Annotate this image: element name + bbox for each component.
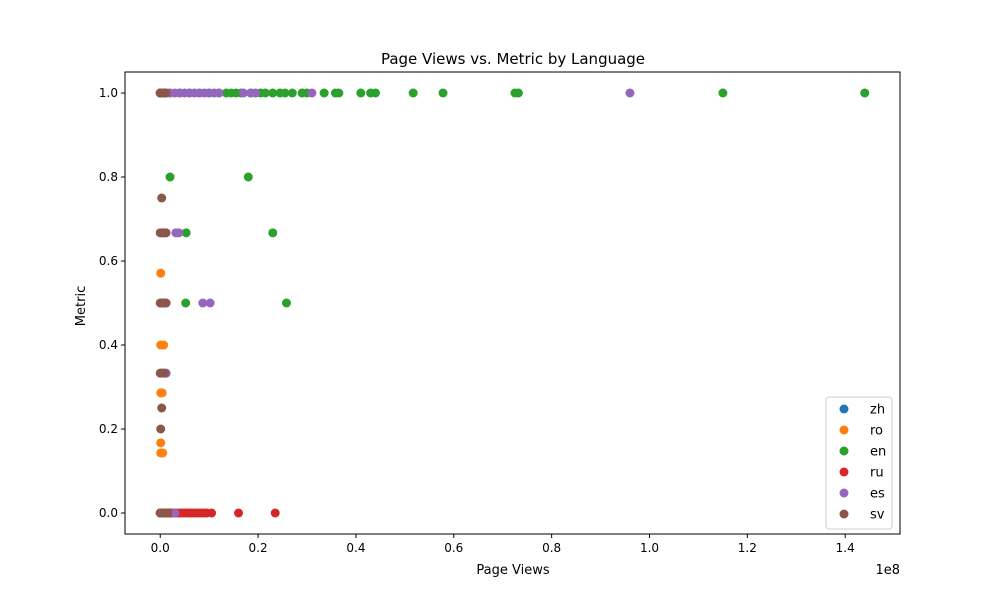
- point-es-0: [170, 508, 180, 518]
- legend-marker-zh: [839, 404, 849, 414]
- point-ru-20: [207, 508, 217, 518]
- point-es-23: [625, 88, 635, 98]
- legend-label-en: en: [870, 445, 886, 460]
- y-tick-label: 0.4: [99, 338, 118, 352]
- x-axis-offset-label: 1e8: [875, 563, 900, 578]
- point-es-3: [174, 228, 184, 238]
- legend-label-ru: ru: [870, 466, 884, 481]
- point-en-26: [280, 88, 290, 98]
- y-tick-label: 0.6: [99, 254, 118, 268]
- point-sv-12: [160, 368, 170, 378]
- point-en-32: [334, 88, 344, 98]
- point-en-23: [260, 88, 270, 98]
- point-en-39: [513, 88, 523, 98]
- point-sv-8: [157, 403, 167, 413]
- point-es-22: [307, 88, 317, 98]
- x-tick-label: 0.8: [542, 541, 561, 555]
- x-tick-label: 0.0: [151, 541, 170, 555]
- point-ro-4: [158, 448, 168, 458]
- point-es-21: [251, 88, 261, 98]
- x-axis-label: Page Views: [476, 563, 549, 578]
- y-tick-label: 0.2: [99, 422, 118, 436]
- legend-label-sv: sv: [870, 508, 885, 523]
- point-sv-6: [163, 508, 173, 518]
- legend-label-es: es: [870, 487, 885, 502]
- legend-marker-ro: [839, 425, 849, 435]
- legend-label-ro: ro: [870, 424, 883, 439]
- y-axis-label: Metric: [74, 286, 89, 326]
- x-tick-label: 1.2: [738, 541, 757, 555]
- point-en-30: [319, 88, 329, 98]
- point-es-5: [205, 298, 215, 308]
- point-en-27: [287, 88, 297, 98]
- point-ro-9: [159, 340, 169, 350]
- legend-marker-sv: [839, 509, 849, 519]
- legend-marker-es: [839, 488, 849, 498]
- y-tick-label: 0.0: [99, 506, 118, 520]
- point-en-33: [356, 88, 366, 98]
- point-en-35: [371, 88, 381, 98]
- point-en-40: [718, 88, 728, 98]
- point-ru-22: [270, 508, 280, 518]
- point-en-36: [408, 88, 418, 98]
- x-tick-label: 1.0: [640, 541, 659, 555]
- point-en-41: [860, 88, 870, 98]
- point-sv-23: [157, 193, 167, 203]
- y-tick-label: 1.0: [99, 86, 118, 100]
- point-ro-5: [156, 438, 166, 448]
- point-en-7: [181, 298, 191, 308]
- point-es-18: [214, 88, 224, 98]
- x-tick-label: 1.4: [836, 541, 855, 555]
- point-sv-28: [161, 88, 171, 98]
- legend-label-zh: zh: [870, 403, 885, 418]
- point-en-5: [181, 228, 191, 238]
- legend-marker-ru: [839, 467, 849, 477]
- point-ru-21: [234, 508, 244, 518]
- point-sv-7: [156, 424, 166, 434]
- axis-ticks: 0.0 0.2 0.4 0.6 0.8 1.0 1.2 1.4 0.0 0.2 0.4 0.6 0.8 1…: [99, 86, 855, 555]
- point-en-8: [281, 298, 291, 308]
- point-en-3: [165, 172, 175, 182]
- legend: zh ro en ru es sv: [825, 396, 893, 530]
- point-en-37: [438, 88, 448, 98]
- plot-area-frame: [124, 71, 901, 535]
- point-en-24: [268, 88, 278, 98]
- point-es-19: [238, 88, 248, 98]
- point-ro-10: [156, 268, 166, 278]
- x-tick-label: 0.6: [444, 541, 463, 555]
- x-tick-label: 0.4: [346, 541, 365, 555]
- point-en-4: [243, 172, 253, 182]
- chart-title: Page Views vs. Metric by Language: [381, 50, 645, 68]
- point-sv-17: [161, 298, 171, 308]
- legend-marker-en: [839, 446, 849, 456]
- x-tick-label: 0.2: [249, 541, 268, 555]
- data-points: [155, 88, 870, 518]
- point-en-6: [268, 228, 278, 238]
- point-es-4: [198, 298, 208, 308]
- point-ro-7: [157, 388, 167, 398]
- y-tick-label: 0.8: [99, 170, 118, 184]
- point-sv-22: [161, 228, 171, 238]
